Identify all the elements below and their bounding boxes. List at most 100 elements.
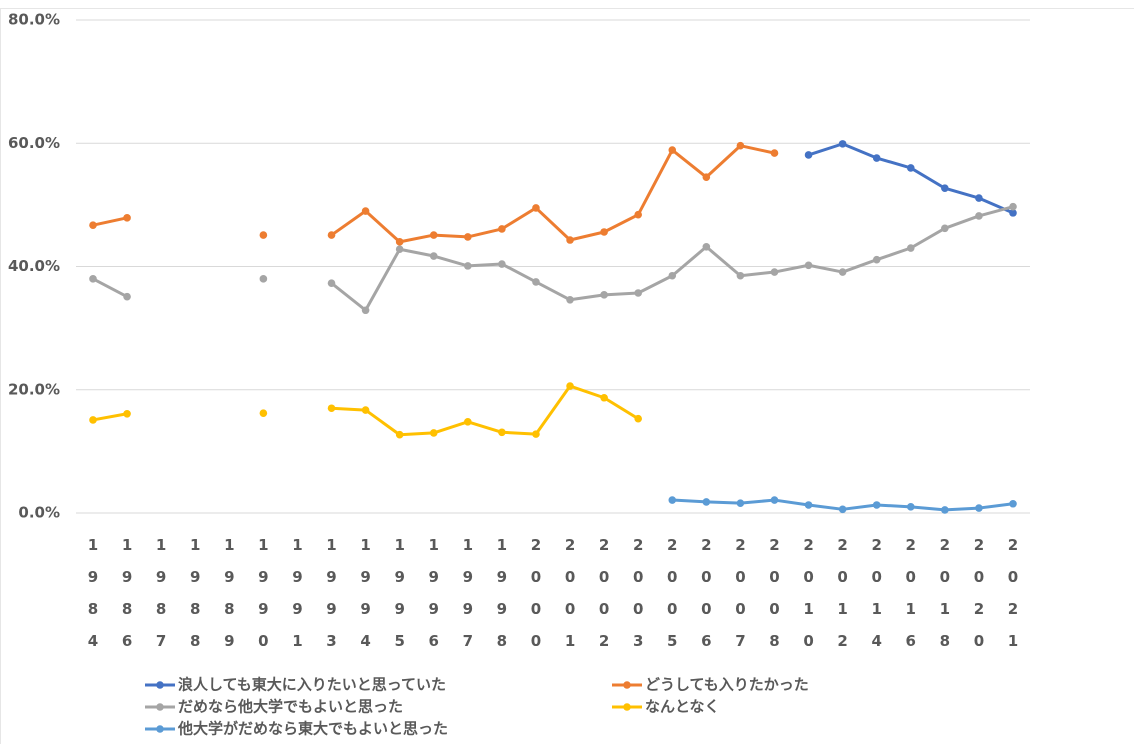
- point: [634, 289, 642, 297]
- point: [532, 430, 540, 438]
- legend-label: 他大学がだめなら東大でもよいと思った: [177, 720, 448, 738]
- legend-marker: [623, 703, 631, 711]
- point: [361, 406, 370, 414]
- point: [259, 409, 268, 417]
- point: [498, 225, 506, 233]
- point: [975, 194, 983, 202]
- legend-label: 浪人しても東大に入りたいと思っていた: [178, 676, 446, 694]
- point: [872, 154, 881, 162]
- legend-item: 浪人しても東大に入りたいと思っていた: [145, 676, 446, 694]
- point: [872, 255, 881, 264]
- legend-label: どうしても入りたかった: [645, 676, 809, 694]
- point: [941, 184, 949, 193]
- chart-border: [0, 8, 1134, 744]
- point: [429, 429, 438, 437]
- point: [566, 295, 574, 304]
- point: [1009, 202, 1017, 211]
- point: [668, 271, 677, 280]
- point: [429, 231, 438, 239]
- legend-item: 他大学がだめなら東大でもよいと思った: [145, 720, 448, 738]
- series-line: [92, 144, 775, 244]
- point: [906, 164, 915, 172]
- legend-marker: [156, 703, 164, 711]
- point: [464, 417, 472, 426]
- point: [566, 382, 574, 390]
- legend-item: どうしても入りたかった: [612, 676, 809, 694]
- legend-marker: [156, 681, 164, 689]
- point: [1009, 209, 1017, 217]
- point: [89, 221, 97, 230]
- point: [804, 501, 813, 509]
- point: [975, 504, 983, 512]
- point: [634, 210, 642, 219]
- point: [838, 505, 847, 514]
- y-tick-label: 80.0%: [8, 11, 60, 29]
- point: [804, 261, 813, 270]
- point: [89, 275, 97, 283]
- point: [327, 231, 336, 239]
- point: [395, 245, 404, 254]
- point: [498, 428, 506, 437]
- point: [259, 231, 268, 239]
- point: [736, 141, 745, 150]
- point: [395, 238, 404, 246]
- point: [906, 244, 915, 252]
- series-line: [92, 384, 639, 437]
- point: [770, 149, 779, 157]
- point: [736, 271, 745, 280]
- point: [123, 409, 131, 418]
- point: [702, 242, 711, 251]
- point: [327, 279, 336, 287]
- point: [532, 204, 540, 212]
- point: [464, 233, 472, 241]
- point: [123, 292, 131, 301]
- point: [1009, 499, 1017, 508]
- point: [429, 252, 438, 260]
- point: [600, 228, 608, 236]
- point: [259, 275, 268, 283]
- point: [395, 430, 404, 439]
- point: [736, 499, 745, 507]
- point: [668, 496, 677, 504]
- point: [975, 212, 983, 220]
- y-tick-label: 40.0%: [8, 257, 60, 275]
- point: [804, 151, 813, 159]
- point: [838, 140, 847, 148]
- y-tick-label: 60.0%: [8, 134, 60, 152]
- point: [532, 278, 540, 286]
- legend-label: なんとなく: [645, 698, 720, 716]
- point: [89, 416, 97, 424]
- legend-marker: [156, 725, 164, 733]
- point: [702, 173, 711, 181]
- point: [838, 268, 847, 276]
- point: [634, 414, 642, 423]
- point: [872, 501, 881, 509]
- point: [906, 503, 915, 511]
- point: [668, 146, 677, 154]
- series-line: [808, 142, 1014, 215]
